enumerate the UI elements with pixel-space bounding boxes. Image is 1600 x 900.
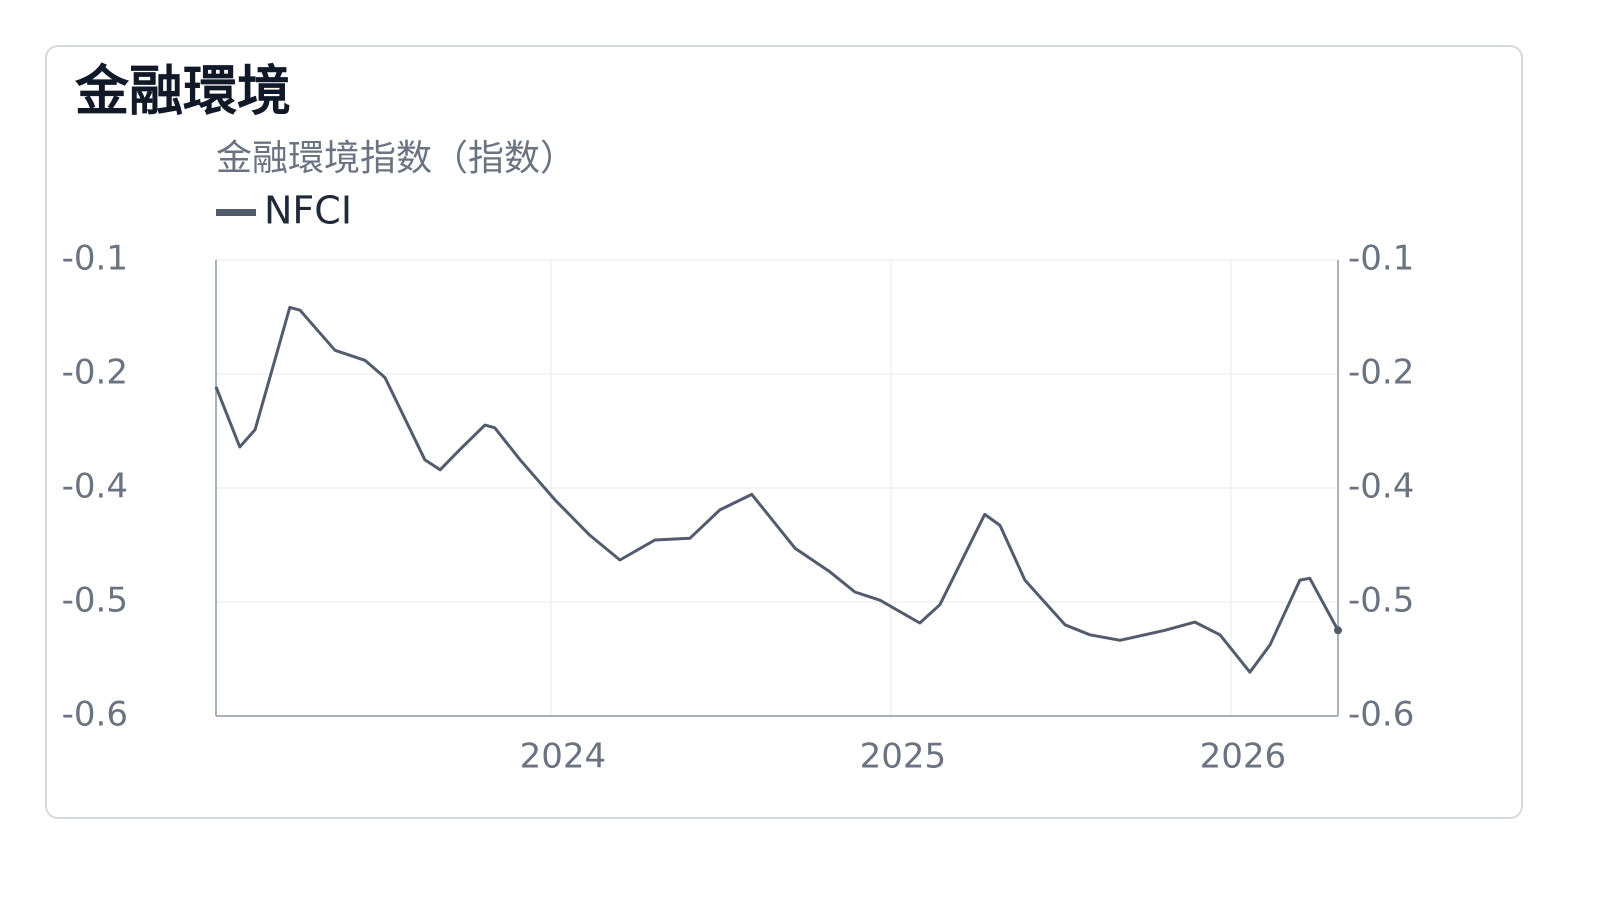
x-tick-label: 2026 <box>1200 737 1287 777</box>
chart-title: 金融環境 <box>74 60 291 123</box>
chart-subtitle: 金融環境指数（指数） <box>216 138 576 179</box>
card <box>45 45 1523 819</box>
y-tick-label: -0.2 <box>62 353 128 393</box>
x-tick-label: 2025 <box>860 737 947 777</box>
y-tick-label: -0.1 <box>62 239 128 279</box>
x-tick-label: 2024 <box>520 737 607 777</box>
y-tick-label-right: -0.6 <box>1348 695 1414 735</box>
y-tick-label: -0.6 <box>62 695 128 735</box>
y-tick-label-right: -0.1 <box>1348 239 1414 279</box>
legend-label: NFCI <box>264 189 352 233</box>
legend-swatch <box>216 209 256 216</box>
y-tick-label: -0.5 <box>62 581 128 621</box>
line-series <box>214 305 1340 674</box>
y-tick-label-right: -0.5 <box>1348 581 1414 621</box>
y-tick-label-right: -0.4 <box>1348 467 1414 507</box>
y-tick-label: -0.4 <box>62 467 128 507</box>
y-tick-label-right: -0.2 <box>1348 353 1414 393</box>
end-point <box>1334 626 1342 635</box>
